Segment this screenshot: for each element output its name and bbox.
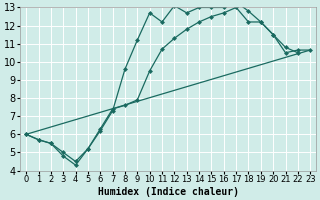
X-axis label: Humidex (Indice chaleur): Humidex (Indice chaleur) [98, 186, 239, 197]
